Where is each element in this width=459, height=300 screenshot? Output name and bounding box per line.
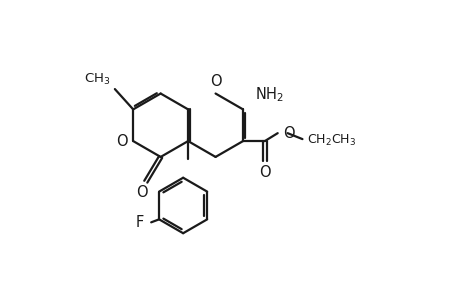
- Text: O: O: [282, 126, 294, 141]
- Text: O: O: [209, 74, 221, 88]
- Text: CH$_2$CH$_3$: CH$_2$CH$_3$: [307, 133, 356, 148]
- Text: NH$_2$: NH$_2$: [254, 86, 283, 104]
- Text: O: O: [117, 134, 128, 148]
- Text: O: O: [136, 185, 147, 200]
- Text: F: F: [136, 215, 144, 230]
- Text: CH$_3$: CH$_3$: [84, 71, 110, 87]
- Text: O: O: [258, 165, 270, 180]
